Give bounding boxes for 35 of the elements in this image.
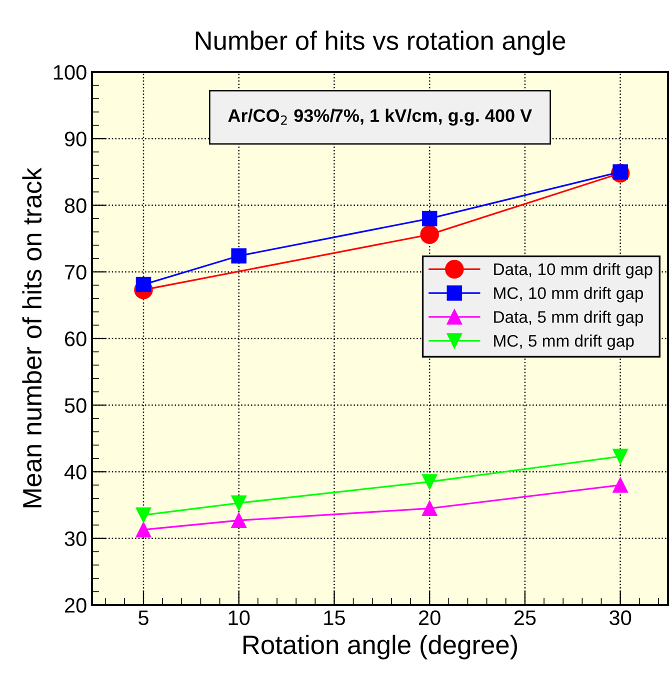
legend-label: Data, 5 mm drift gap	[494, 310, 644, 326]
x-tick-label: 5	[138, 610, 148, 626]
point	[422, 210, 438, 226]
point	[136, 522, 152, 538]
y-tick-label: 20	[65, 598, 86, 613]
point	[422, 500, 438, 516]
point	[422, 474, 438, 490]
y-tick-label: 80	[64, 198, 86, 214]
x-tick-label: 15	[324, 610, 345, 626]
y-tick-label: 40	[64, 464, 86, 480]
annotation: Ar/CO$_{2}$ 93%/7%, 1 kV/cm, g.g. 400 V	[228, 108, 532, 126]
point	[136, 507, 152, 523]
y-tick-label: 100	[54, 65, 86, 80]
legend-label: Data, 10 mm drift gap	[494, 262, 652, 278]
legend-label: MC, 5 mm drift gap	[494, 334, 634, 350]
x-tick-label: 20	[419, 610, 440, 626]
point	[231, 512, 246, 528]
chart-title: Number of hits vs rotation angle	[196, 30, 566, 56]
y-tick-label: 90	[64, 132, 86, 146]
x-axis-title: Rotation angle (degree)	[244, 634, 518, 660]
point	[136, 276, 152, 292]
y-tick-label: 30	[64, 531, 86, 546]
x-tick-label: 25	[514, 610, 536, 626]
y-tick-label: 60	[65, 332, 86, 346]
point	[612, 477, 628, 493]
y-tick-label: 70	[65, 264, 86, 280]
point	[612, 448, 628, 464]
legend-label: MC, 10 mm drift gap	[494, 286, 644, 302]
x-tick-label: 10	[228, 610, 250, 626]
point	[231, 248, 246, 264]
point	[231, 495, 246, 511]
point	[420, 225, 439, 244]
x-tick-label: 30	[610, 610, 632, 626]
y-axis-title: Mean number of hits on track	[22, 168, 42, 508]
y-tick-label: 50	[64, 398, 86, 413]
